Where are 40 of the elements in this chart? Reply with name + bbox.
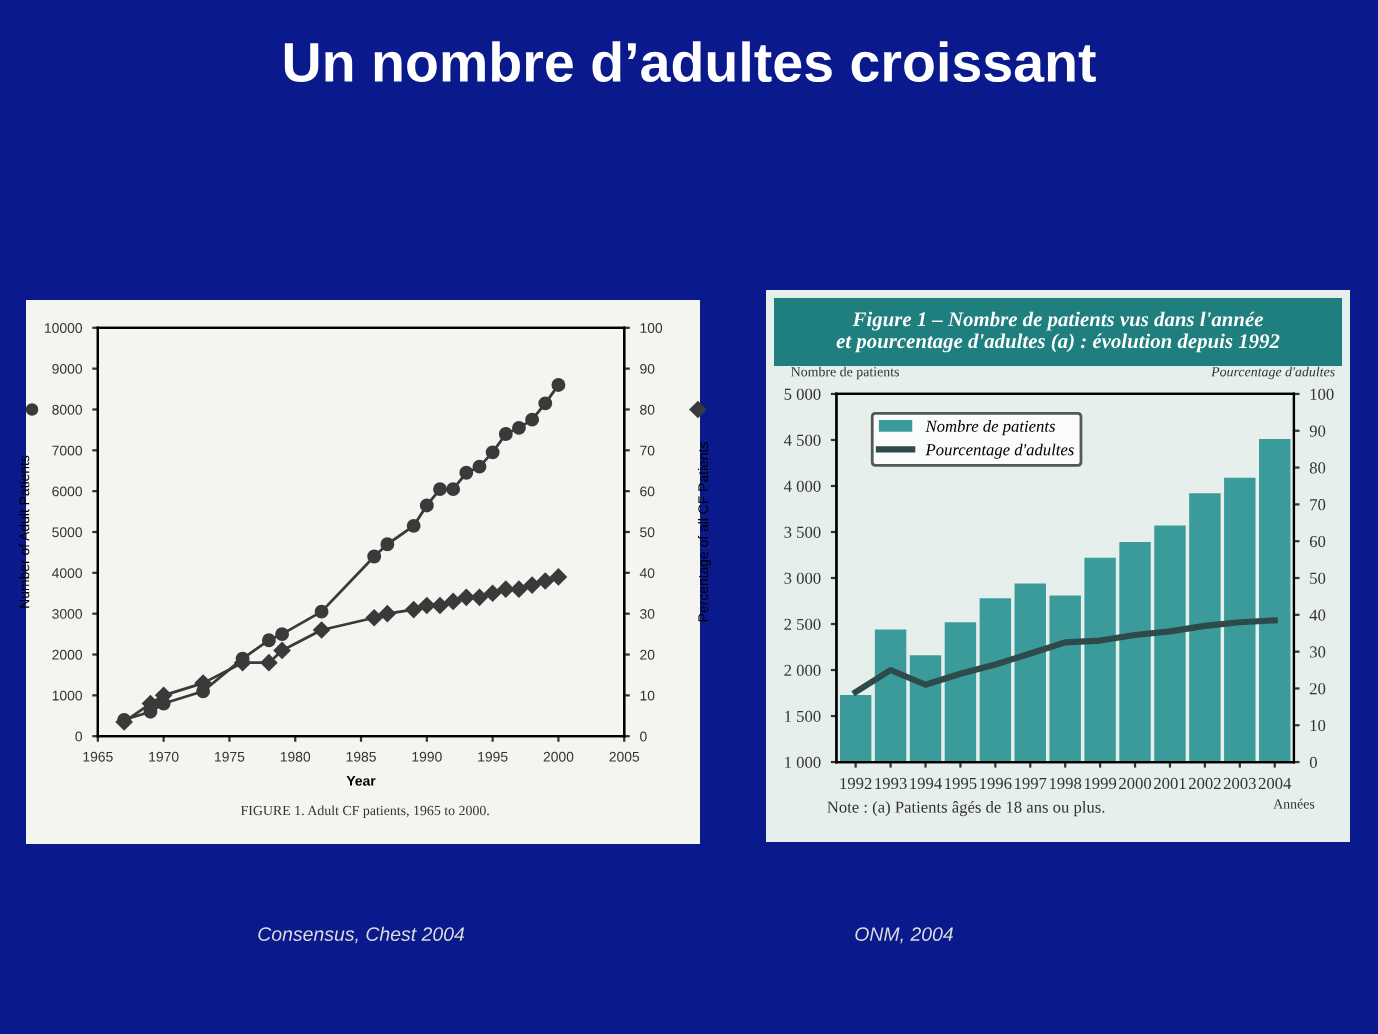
y-tick-label: 3 500 [784, 526, 821, 538]
y-tick-label: 1 000 [785, 756, 821, 768]
y2-tick-label: 70 [1310, 499, 1326, 511]
y-tick-label: 5 000 [784, 388, 821, 400]
x-tick-label: 1995 [945, 777, 977, 790]
x-tick-label: 2002 [1188, 777, 1221, 790]
y2-tick-label: 60 [1309, 535, 1326, 548]
y2-tick-label: 20 [1309, 683, 1326, 695]
x-tick-label: 2000 [1119, 777, 1152, 790]
x-tick-label: 1999 [1084, 777, 1117, 790]
x-tick-label: 2004 [1258, 777, 1292, 790]
x-tick-label: 2003 [1223, 777, 1256, 790]
y2-tick-label: 80 [1309, 462, 1326, 474]
y-tick-label: 4 000 [783, 480, 821, 492]
y2-tick-label: 0 [1309, 756, 1317, 768]
y2-tick-label: 10 [1310, 719, 1326, 732]
y2-tick-label: 100 [1310, 388, 1334, 400]
text: Consensus, Chest 2004 [258, 926, 465, 944]
x-tick-label: 1998 [1049, 777, 1082, 790]
x-tick-label: 1994 [910, 777, 942, 790]
text: ONM, 2004 [855, 927, 953, 944]
y-tick-label: 1 500 [785, 710, 821, 722]
x-tick-label: 1997 [1015, 777, 1047, 790]
y2-tick-label: 90 [1309, 425, 1326, 437]
y-tick-label: 2 000 [784, 664, 821, 676]
text: Un nombre d’adultes croissant [284, 41, 1096, 83]
legend-label: Nombre de patients [925, 420, 1055, 436]
y2-tick-label: 40 [1309, 609, 1326, 621]
chart-title: Figure 1 – Nombre de patients vus dans l'année et pourcentage d'adultes (a) : évolution depuis 1992 [836, 311, 1280, 353]
x-tick-label: 1996 [980, 777, 1012, 790]
x-tick-label: 2001 [1154, 777, 1186, 790]
y2-tick-label: 50 [1310, 572, 1326, 584]
y2-tick-label: 30 [1310, 646, 1326, 658]
y-tick-label: 4 500 [783, 434, 821, 446]
y-tick-label: 2 500 [784, 618, 821, 630]
x-tick-label: 1993 [875, 777, 907, 790]
legend-label: Pourcentage d'adultes [925, 443, 1074, 459]
y-tick-label: 3 000 [784, 572, 821, 584]
x-tick-label: 1992 [840, 777, 872, 790]
text: Note : (a) Patients âgés de 18 ans ou plus. [827, 800, 1105, 817]
